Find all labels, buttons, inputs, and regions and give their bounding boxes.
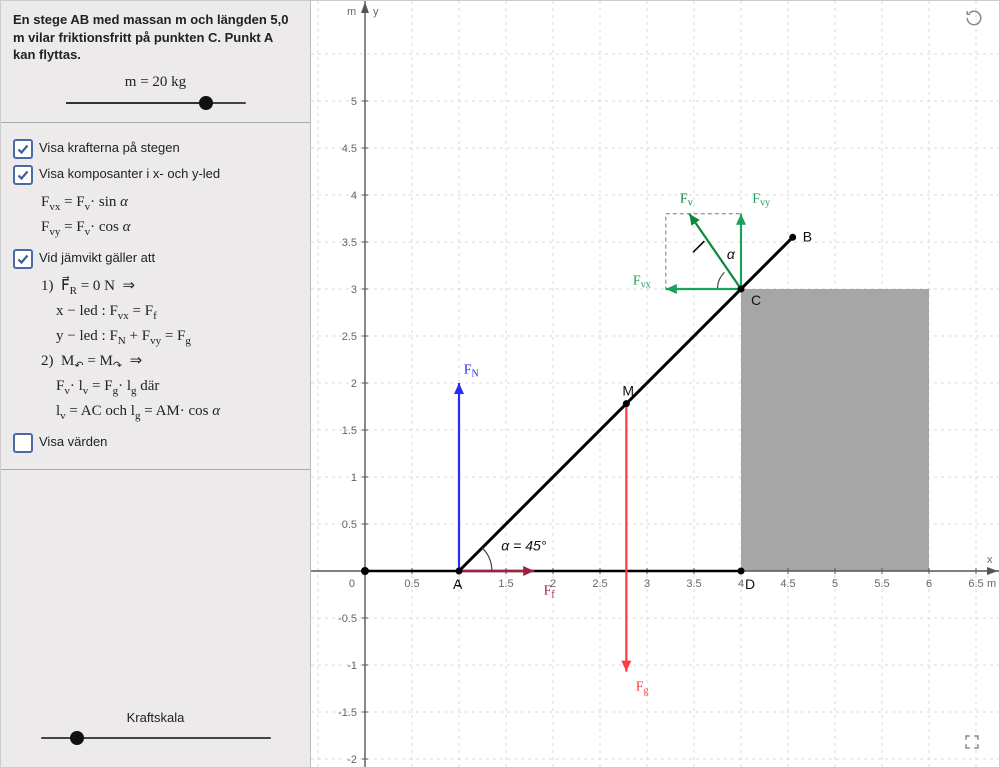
svg-text:4.5: 4.5 <box>780 578 795 590</box>
mass-slider[interactable]: m = 20 kg <box>13 74 298 112</box>
checkbox-components[interactable] <box>13 165 33 185</box>
force-scale-label: Kraftskala <box>13 710 298 725</box>
force-scale-slider[interactable] <box>41 729 271 747</box>
svg-text:2.5: 2.5 <box>342 331 357 343</box>
svg-text:-2: -2 <box>347 754 357 766</box>
svg-text:5: 5 <box>351 96 357 108</box>
svg-text:FN: FN <box>464 363 479 380</box>
sidebar: En stege AB med massan m och längden 5,0… <box>1 1 311 767</box>
checkbox-equilibrium-label: Vid jämvikt gäller att <box>39 249 155 265</box>
svg-text:y: y <box>373 6 379 18</box>
problem-panel: En stege AB med massan m och längden 5,0… <box>1 1 310 123</box>
svg-text:α: α <box>727 246 736 262</box>
mass-slider-label: m = 20 kg <box>13 74 298 91</box>
svg-text:6.5: 6.5 <box>968 578 983 590</box>
svg-text:α = 45°: α = 45° <box>501 537 547 553</box>
svg-text:6: 6 <box>926 578 932 590</box>
svg-text:x: x <box>987 554 993 566</box>
svg-text:0: 0 <box>349 578 355 590</box>
svg-text:-0.5: -0.5 <box>338 613 357 625</box>
svg-text:1.5: 1.5 <box>342 425 357 437</box>
fullscreen-icon[interactable] <box>963 733 985 755</box>
problem-text: En stege AB med massan m och längden 5,0… <box>13 11 298 64</box>
force-scale-panel: Kraftskala <box>1 698 310 767</box>
svg-text:C: C <box>751 292 761 308</box>
svg-text:Fvy: Fvy <box>752 192 770 209</box>
svg-text:-1: -1 <box>347 660 357 672</box>
svg-text:5: 5 <box>832 578 838 590</box>
svg-text:3: 3 <box>351 284 357 296</box>
svg-text:2: 2 <box>351 378 357 390</box>
svg-text:4: 4 <box>738 578 744 590</box>
checkbox-equilibrium[interactable] <box>13 249 33 269</box>
svg-text:0.5: 0.5 <box>342 519 357 531</box>
svg-text:0.5: 0.5 <box>404 578 419 590</box>
checkbox-values[interactable] <box>13 433 33 453</box>
formulas-equilibrium: 1) F⃗R = 0 N ⇒ x − led : Fvx = Ff y − le… <box>41 275 298 425</box>
svg-text:-1.5: -1.5 <box>338 707 357 719</box>
svg-text:A: A <box>453 576 463 592</box>
svg-text:1.5: 1.5 <box>498 578 513 590</box>
svg-text:3.5: 3.5 <box>686 578 701 590</box>
checkbox-forces-label: Visa krafterna på stegen <box>39 139 180 155</box>
svg-text:5.5: 5.5 <box>874 578 889 590</box>
svg-text:M: M <box>622 383 634 399</box>
checkbox-forces[interactable] <box>13 139 33 159</box>
svg-text:Fv: Fv <box>680 192 693 209</box>
checkbox-values-label: Visa värden <box>39 433 107 449</box>
options-panel: Visa krafterna på stegen Visa komposante… <box>1 123 310 470</box>
svg-text:4.5: 4.5 <box>342 143 357 155</box>
formulas-components: Fvx = Fv· sin αFvy = Fv· cos α <box>41 191 298 241</box>
reset-icon[interactable] <box>965 9 987 31</box>
svg-text:1: 1 <box>351 472 357 484</box>
diagram-canvas[interactable]: xmym0.511.522.533.544.555.566.5-2-1.5-1-… <box>311 1 999 767</box>
svg-text:D: D <box>745 576 755 592</box>
svg-text:4: 4 <box>351 190 357 202</box>
svg-text:B: B <box>803 228 812 244</box>
checkbox-components-label: Visa komposanter i x- och y-led <box>39 165 220 181</box>
svg-text:Fvx: Fvx <box>633 273 651 290</box>
svg-text:m: m <box>347 6 356 18</box>
svg-text:m: m <box>987 578 996 590</box>
svg-text:2.5: 2.5 <box>592 578 607 590</box>
svg-text:3.5: 3.5 <box>342 237 357 249</box>
svg-text:3: 3 <box>644 578 650 590</box>
